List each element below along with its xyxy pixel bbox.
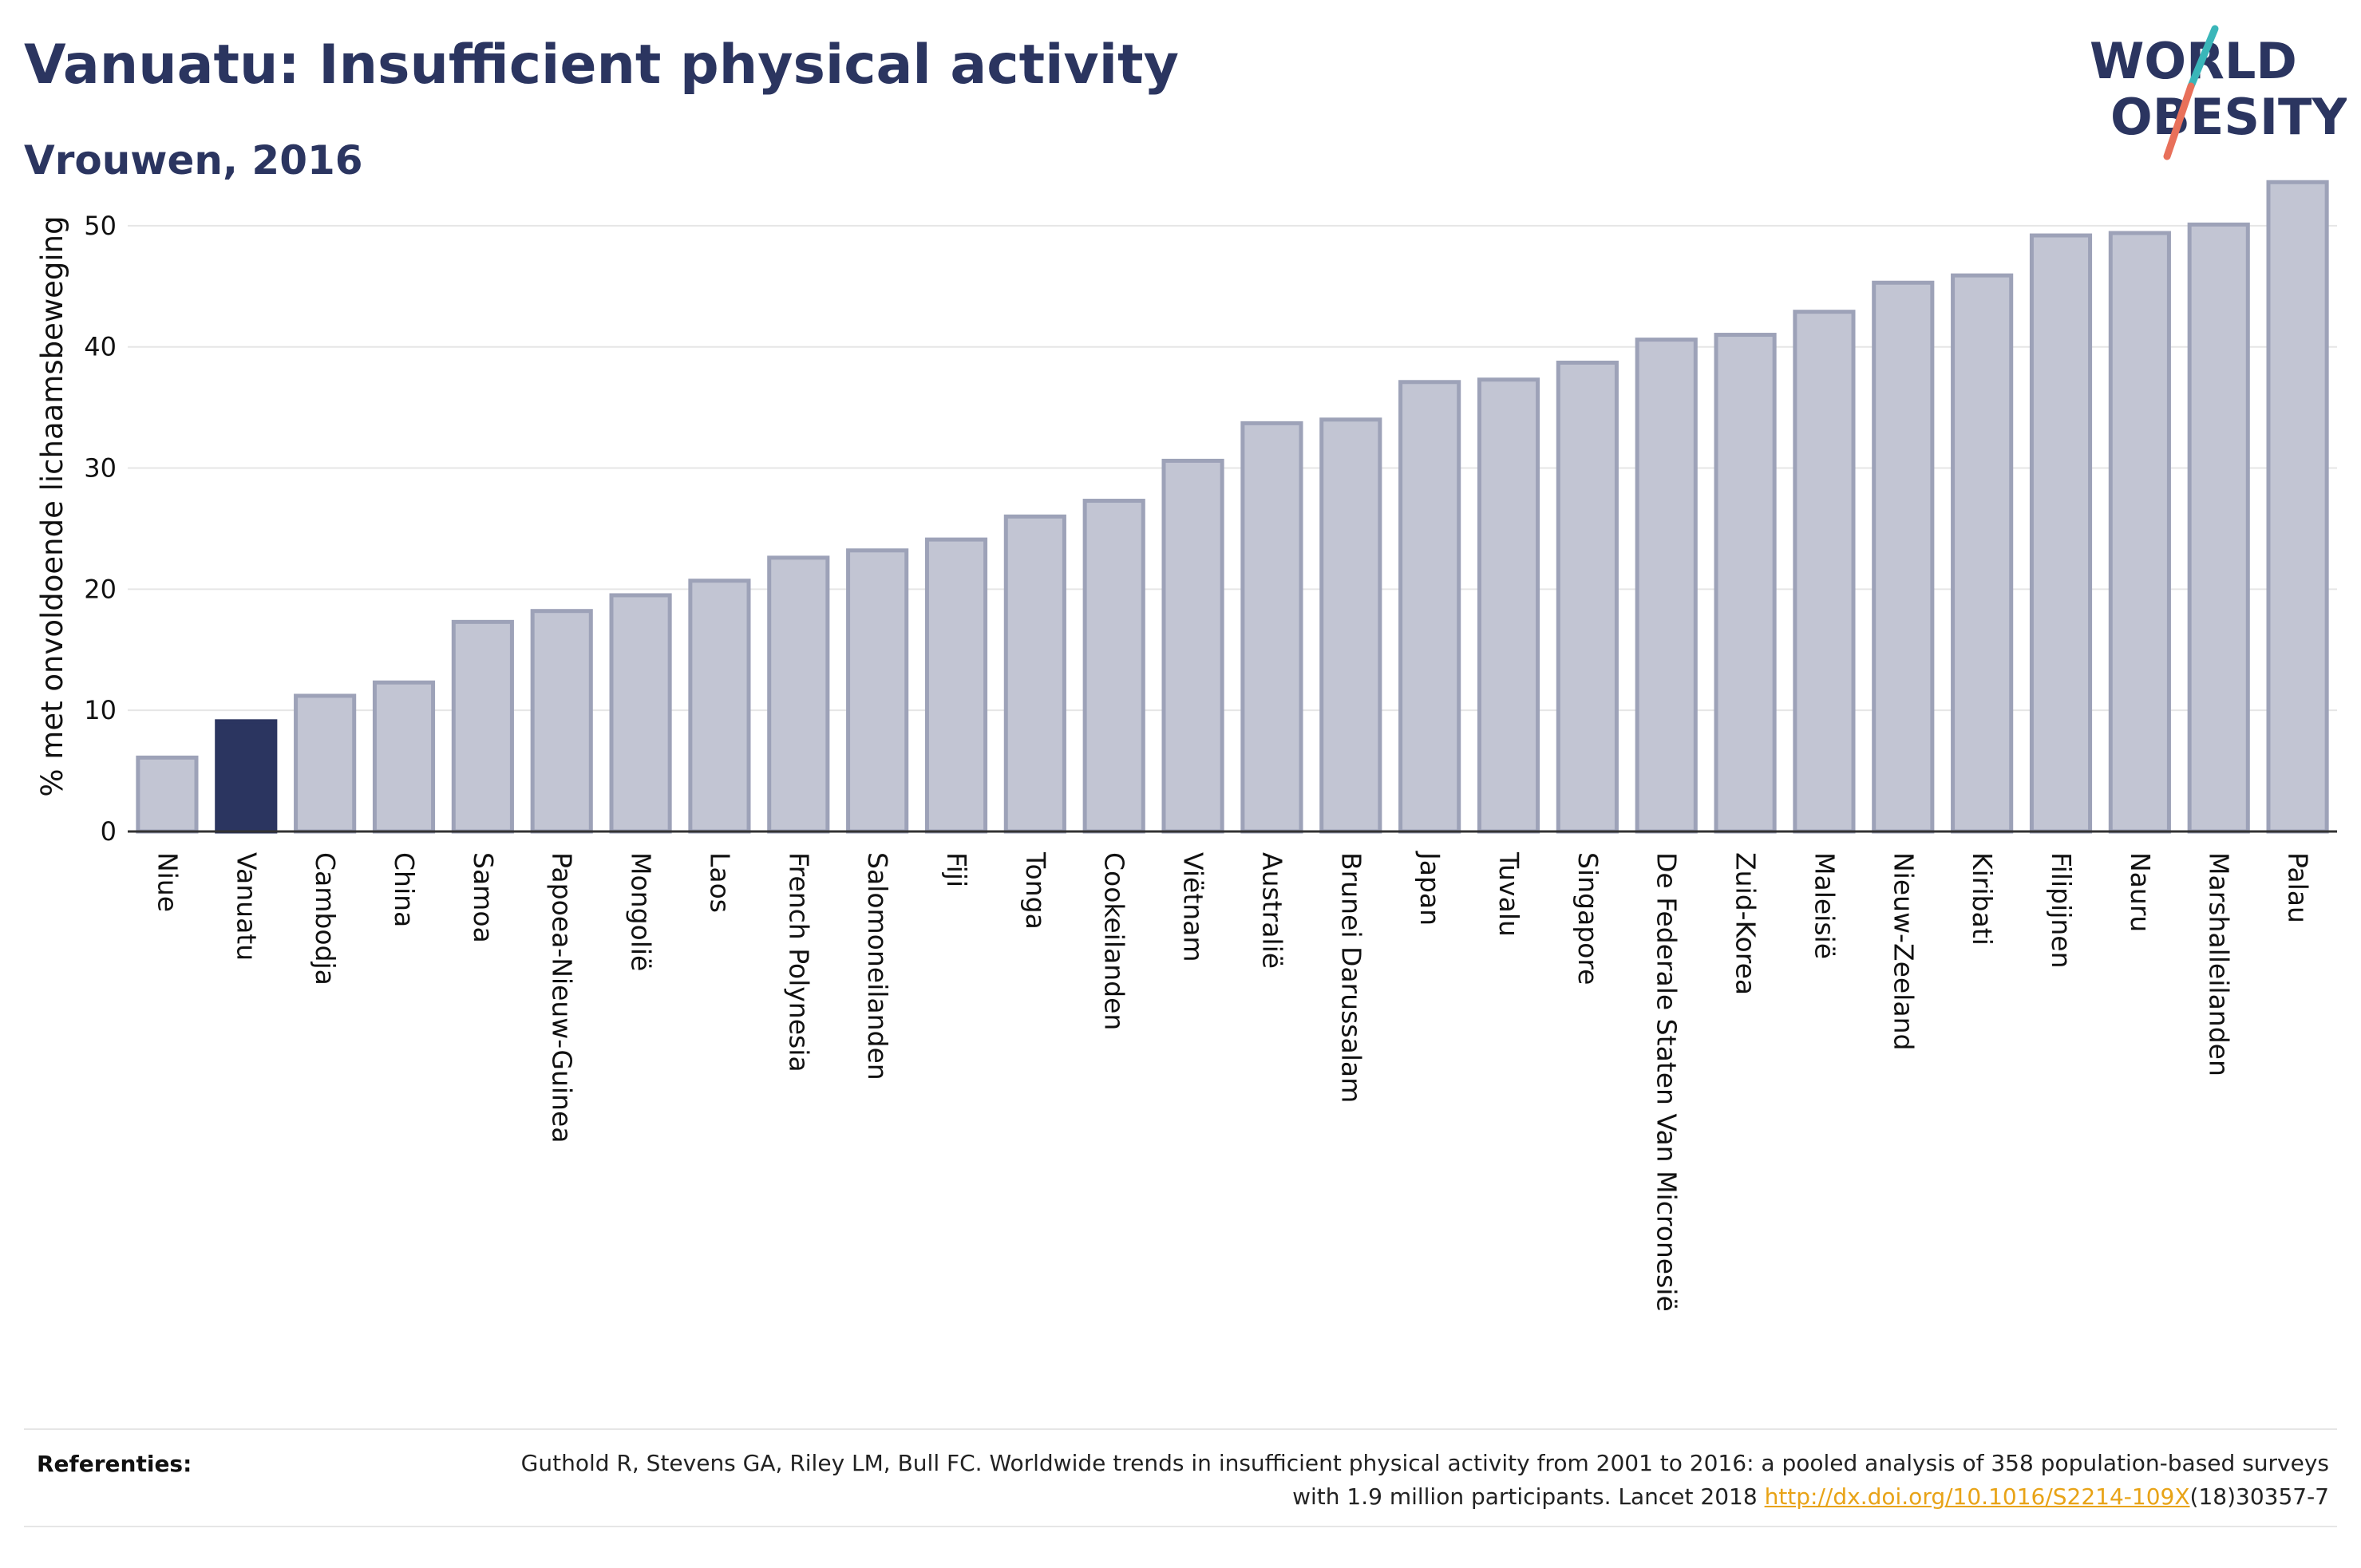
bar-mongoli-	[609, 593, 672, 834]
x-category-label: Papoea-Nieuw-Guinea	[547, 852, 578, 1143]
logo-line2: OBESITY	[2110, 88, 2347, 146]
world-obesity-logo: WORLD OBESITY	[2090, 25, 2347, 160]
x-category-label: Nauru	[2125, 852, 2156, 932]
bar-australi-	[1240, 421, 1303, 834]
x-category-label: Nieuw-Zeeland	[1888, 852, 1919, 1050]
y-axis-title: % met onvoldoende lichaamsbeweging	[35, 215, 69, 796]
x-category-label: Cambodja	[310, 852, 341, 985]
bar-de-federale-staten-van-micronesi-	[1635, 338, 1698, 834]
y-tick-label: 40	[84, 332, 117, 362]
bar-chart: 0 10 20 30 40 50 % met onvoldoende lichaamsbew…	[35, 180, 2337, 1312]
x-category-label: Singapore	[1572, 852, 1604, 985]
x-category-label: Maleisië	[1809, 852, 1840, 959]
x-category-label: Zuid-Korea	[1730, 852, 1762, 995]
bar-brunei-darussalam	[1319, 417, 1382, 834]
x-category-label: Fiji	[941, 852, 972, 887]
bar-french-polynesia	[767, 555, 830, 834]
y-tick-label: 20	[84, 574, 117, 604]
x-category-label: Samoa	[468, 852, 499, 943]
bar-maleisi-	[1793, 310, 1856, 834]
x-category-label: Tuvalu	[1493, 851, 1525, 937]
bar-singapore	[1556, 360, 1619, 834]
x-category-label: Cookeilanden	[1099, 852, 1130, 1030]
bar-tonga	[1003, 514, 1066, 834]
x-category-label: French Polynesia	[783, 852, 814, 1072]
x-category-label: Mongolië	[626, 852, 657, 971]
y-tick-label: 50	[84, 211, 117, 241]
bar-zuid-korea	[1714, 333, 1777, 834]
x-category-label: China	[389, 852, 420, 927]
bar-kiribati	[1951, 273, 2014, 834]
bar-nauru	[2108, 231, 2171, 834]
x-category-label: Vanuatu	[231, 852, 262, 961]
x-category-label: Laos	[704, 852, 735, 913]
x-category-label: Salomoneilanden	[862, 852, 893, 1080]
x-category-label: Kiribati	[1967, 852, 1998, 946]
references-text: Guthold R, Stevens GA, Riley LM, Bull FC…	[493, 1447, 2329, 1514]
y-tick-label: 30	[84, 453, 117, 484]
references-divider-bottom	[24, 1526, 2337, 1527]
references-divider-top	[24, 1428, 2337, 1430]
chart-subtitle: Vrouwen, 2016	[24, 137, 363, 184]
x-category-label: Filipijnen	[2046, 852, 2077, 969]
x-category-label: Marshalleilanden	[2204, 852, 2235, 1076]
logo-slash-top	[2187, 25, 2219, 90]
bar-fiji	[924, 537, 988, 834]
x-category-label: Palau	[2283, 852, 2314, 923]
x-category-label: Viëtnam	[1178, 852, 1209, 962]
bar-samoa	[451, 619, 514, 834]
y-tick-label: 0	[101, 816, 117, 847]
bar-vi-tnam	[1161, 458, 1224, 834]
x-category-label: Japan	[1414, 851, 1445, 926]
bar-papoea-nieuw-guinea	[530, 609, 593, 834]
chart-title: Vanuatu: Insufficient physical activity	[24, 34, 1179, 97]
reference-doi-link[interactable]: http://dx.doi.org/10.1016/S2214-109X	[1764, 1483, 2190, 1510]
bar-japan	[1398, 380, 1461, 834]
references-label: Referenties:	[37, 1451, 192, 1477]
bar-marshalleilanden	[2187, 222, 2250, 834]
x-category-label: Niue	[152, 852, 183, 912]
bar-laos	[688, 579, 751, 834]
bar-salomoneilanden	[846, 548, 909, 834]
logo-slash-bottom	[2163, 82, 2195, 160]
bar-cambodja	[294, 693, 357, 834]
bar-china	[372, 680, 436, 834]
reference-citation-end: (18)30357-7	[2189, 1483, 2329, 1510]
bar-nieuw-zeeland	[1872, 280, 1935, 834]
x-category-label: Brunei Darussalam	[1335, 852, 1366, 1103]
x-category-label: Tonga	[1020, 851, 1051, 930]
bar-cookeilanden	[1082, 499, 1145, 834]
y-tick-label: 10	[84, 695, 117, 725]
bar-vanuatu	[215, 719, 278, 834]
x-category-label: Australië	[1256, 852, 1287, 969]
bar-niue	[136, 755, 199, 834]
reference-citation: Guthold R, Stevens GA, Riley LM, Bull FC…	[520, 1450, 2329, 1510]
bar-palau	[2266, 180, 2329, 834]
bar-filipijnen	[2029, 233, 2093, 834]
bar-tuvalu	[1477, 377, 1540, 834]
x-category-label: De Federale Staten Van Micronesië	[1651, 852, 1683, 1312]
